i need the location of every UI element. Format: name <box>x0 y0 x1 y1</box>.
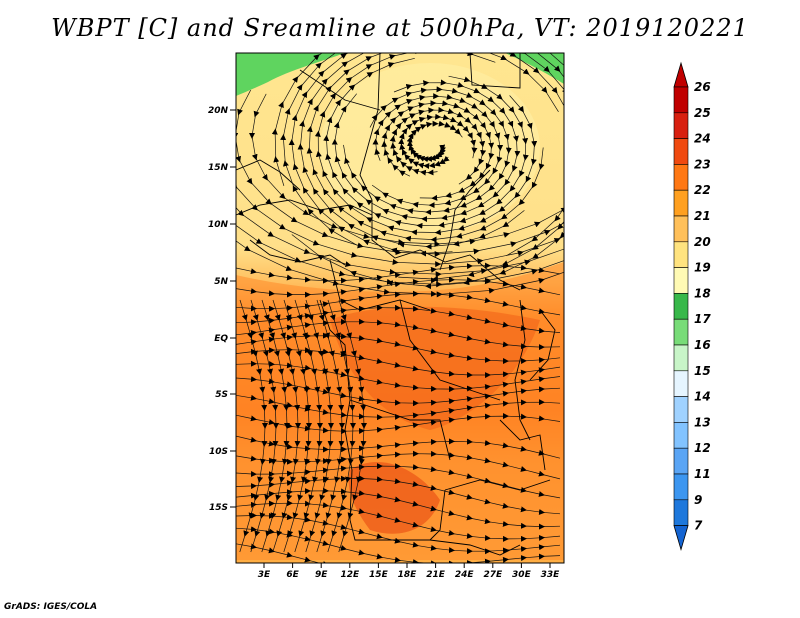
colorbar-low-arrow <box>673 525 689 552</box>
latitude-labels: 20N 15N 10N 5N EQ 5S 10S 15S <box>208 106 236 513</box>
map-frame <box>235 52 565 564</box>
lat-label: 20N <box>208 106 229 116</box>
colorbar-segment <box>673 241 689 268</box>
lat-label: 15N <box>208 163 229 173</box>
colorbar-segment <box>673 370 689 397</box>
colorbar-segment <box>673 447 689 475</box>
colorbar-label: 14 <box>694 390 711 404</box>
colorbar-label: 22 <box>694 183 711 197</box>
lon-label: 6E <box>286 570 299 580</box>
colorbar-label: 25 <box>694 106 711 120</box>
colorbar-segment <box>673 112 689 139</box>
colorbar-label: 17 <box>694 312 711 326</box>
streamline <box>236 543 545 563</box>
colorbar-label: 26 <box>694 80 711 94</box>
colorbar-segment <box>673 473 689 501</box>
lon-label: 3E <box>258 570 271 580</box>
colorbar-label: 20 <box>694 235 711 249</box>
lon-label: 15E <box>369 570 389 580</box>
colorbar-label: 23 <box>694 157 711 171</box>
lon-label: 21E <box>426 570 446 580</box>
lon-label: 30E <box>512 570 532 580</box>
colorbar-segment <box>673 396 689 423</box>
lat-label: EQ <box>214 334 228 344</box>
colorbar-label: 12 <box>694 441 711 455</box>
lon-label: 24E <box>455 570 475 580</box>
cool-zone-northwest <box>236 53 345 96</box>
colorbar-segment <box>673 293 689 320</box>
lon-label: 9E <box>315 570 328 580</box>
colorbar-high-arrow <box>673 61 689 88</box>
colorbar-label: 15 <box>694 364 711 378</box>
colorbar-label: 18 <box>694 286 711 300</box>
lat-label: 5N <box>214 277 228 287</box>
map-plot-area <box>236 53 564 563</box>
colorbar: 26 25 24 23 22 21 20 19 18 17 16 15 14 13 12 11 9 7 <box>673 61 711 552</box>
colorbar-label: 19 <box>694 261 711 275</box>
colorbar-label: 24 <box>694 132 711 146</box>
colorbar-segment <box>673 189 689 217</box>
colorbar-label: 9 <box>694 493 702 507</box>
lon-label: 33E <box>541 570 561 580</box>
lon-label: 12E <box>340 570 360 580</box>
colorbar-segment <box>673 318 689 346</box>
lat-label: 5S <box>215 390 228 400</box>
colorbar-segment <box>673 164 689 191</box>
colorbar-segment <box>673 138 689 165</box>
colorbar-label: 11 <box>694 467 711 481</box>
colorbar-label: 13 <box>694 415 711 429</box>
colorbar-label: 7 <box>694 519 703 533</box>
colorbar-label: 16 <box>694 338 711 352</box>
lat-label: 10N <box>208 220 229 230</box>
longitude-labels: 3E 6E 9E 12E 15E 18E 21E 24E 27E 30E 33E <box>258 563 560 580</box>
colorbar-segment <box>673 499 689 526</box>
footer-credit: GrADS: IGES/COLA <box>4 602 98 612</box>
chart-title: WBPT [C] and Sreamline at 500hPa, VT: 20… <box>51 14 749 42</box>
colorbar-segment <box>673 215 689 243</box>
cyclone-core-zone <box>320 63 540 233</box>
lon-label: 18E <box>398 570 418 580</box>
colorbar-segment <box>673 267 689 294</box>
lat-label: 10S <box>209 447 228 457</box>
colorbar-label: 21 <box>694 209 711 223</box>
streamline <box>338 299 368 553</box>
lon-label: 27E <box>483 570 503 580</box>
colorbar-segment <box>673 344 689 372</box>
colorbar-segment <box>673 86 689 114</box>
colorbar-segment <box>673 422 689 449</box>
streamlines <box>236 53 564 563</box>
lat-label: 15S <box>209 503 228 513</box>
